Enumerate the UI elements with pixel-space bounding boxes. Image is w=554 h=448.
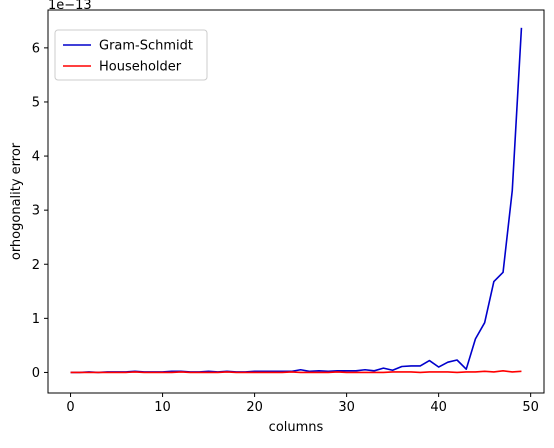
legend-box — [54, 29, 208, 81]
y-tick-label: 4 — [32, 150, 40, 165]
x-tick-label: 40 — [430, 400, 447, 415]
x-axis: 0 10 20 30 40 50 — [66, 393, 539, 415]
series-line-2 — [70, 370, 522, 374]
x-tick-label: 10 — [154, 400, 171, 415]
y-tick-label: 6 — [32, 41, 40, 56]
x-tick-label: 50 — [522, 400, 539, 415]
legend-label: Householder — [99, 60, 182, 75]
legend-label: Gram-Schmidt — [99, 39, 193, 54]
x-tick-label: 20 — [246, 400, 263, 415]
plot-border — [47, 9, 545, 394]
x-tick-label: 30 — [338, 400, 355, 415]
x-tick-label: 0 — [66, 400, 74, 415]
y-tick-label: 1 — [32, 312, 40, 327]
y-tick-label: 3 — [32, 204, 40, 219]
legend: Gram-Schmidt Householder — [54, 29, 208, 81]
x-axis-label: columns — [269, 420, 324, 435]
y-tick-label: 2 — [32, 258, 40, 273]
y-tick-label: 0 — [32, 366, 40, 381]
series-layer — [70, 27, 523, 374]
y-axis: 0 1 2 3 4 5 6 — [32, 41, 48, 381]
y-offset-label: 1e−13 — [48, 0, 92, 13]
y-tick-label: 5 — [32, 95, 40, 110]
y-axis-label: orhogonality error — [9, 142, 24, 260]
legend-items: Gram-Schmidt Householder — [63, 39, 193, 75]
